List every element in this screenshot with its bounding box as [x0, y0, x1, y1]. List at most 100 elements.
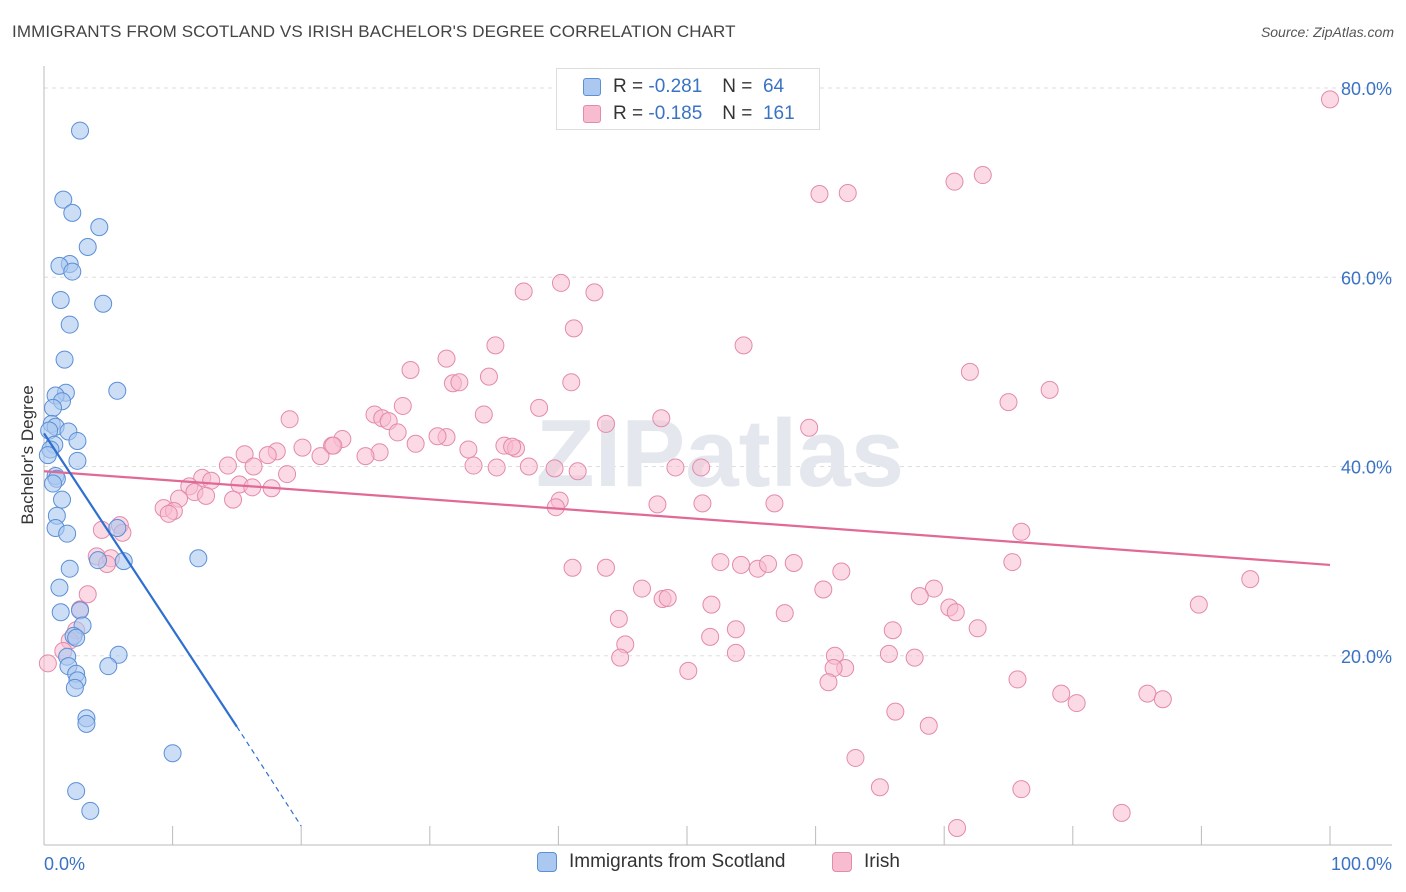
n-value: 161	[762, 103, 795, 124]
irish-point	[775, 604, 794, 623]
irish-point	[202, 471, 221, 490]
scotland-point	[65, 678, 84, 697]
n-label: N =	[722, 103, 753, 124]
irish-point	[244, 457, 263, 476]
y-tick-label: 40.0%	[1341, 458, 1392, 478]
scotland-point	[90, 218, 109, 237]
irish-point	[609, 609, 628, 628]
irish-point	[503, 437, 522, 456]
irish-point	[701, 627, 720, 646]
irish-point	[564, 319, 583, 338]
irish-point	[946, 603, 965, 622]
irish-point	[1067, 694, 1086, 713]
irish-point	[159, 504, 178, 523]
legend-swatch-pink	[583, 105, 601, 123]
irish-point	[814, 580, 833, 599]
irish-point	[38, 654, 57, 673]
irish-point	[324, 436, 343, 455]
grid-lines	[44, 87, 1392, 657]
source-label: Source: ZipAtlas.com	[1260, 24, 1394, 40]
irish-point	[1112, 803, 1131, 822]
irish-point	[648, 495, 667, 514]
irish-point	[968, 619, 987, 638]
irish-point	[1138, 684, 1157, 703]
irish-point	[311, 447, 330, 466]
irish-point	[879, 644, 898, 663]
scotland-point	[71, 601, 90, 620]
irish-point	[1012, 522, 1031, 541]
scotland-point	[67, 628, 86, 647]
irish-point	[846, 748, 865, 767]
legend-item-irish[interactable]: Irish	[832, 851, 900, 873]
tick-labels: 20.0% 40.0% 60.0% 80.0% 0.0% 100.0%	[44, 79, 1392, 874]
irish-point	[883, 621, 902, 640]
irish-point	[406, 434, 425, 453]
scotland-point	[63, 203, 82, 222]
irish-point	[973, 166, 992, 185]
irish-point	[459, 440, 478, 459]
irish-point	[474, 405, 493, 424]
x-tick-label: 0.0%	[44, 854, 85, 874]
irish-point	[197, 486, 216, 505]
irish-point	[218, 456, 237, 475]
irish-point	[78, 585, 97, 604]
scotland-point	[51, 603, 70, 622]
irish-point	[948, 818, 967, 837]
legend-swatch-blue	[583, 78, 601, 96]
irish-point	[652, 409, 671, 428]
irish-point	[679, 661, 698, 680]
scotland-point	[60, 559, 79, 578]
irish-point	[450, 373, 469, 392]
irish-point	[224, 490, 243, 509]
irish-point	[393, 396, 412, 415]
y-tick-label: 20.0%	[1341, 647, 1392, 667]
irish-point	[464, 456, 483, 475]
irish-point	[838, 184, 857, 203]
scotland-trend-line	[43, 432, 238, 728]
irish-point	[999, 393, 1018, 412]
irish-point	[563, 558, 582, 577]
scotland-point	[55, 350, 74, 369]
irish-point	[960, 362, 979, 381]
scotland-point	[54, 190, 73, 209]
irish-point	[732, 555, 751, 574]
irish-point	[765, 494, 784, 513]
legend-row-scotland: R = -0.281 N = 64	[583, 75, 784, 99]
legend-item-scotland[interactable]: Immigrants from Scotland	[537, 851, 785, 873]
y-tick-label: 60.0%	[1341, 268, 1392, 288]
irish-point	[810, 184, 829, 203]
scotland-point	[58, 524, 77, 543]
y-tick-label: 80.0%	[1341, 79, 1392, 99]
irish-point	[1241, 570, 1260, 589]
irish-point	[711, 553, 730, 572]
irish-point	[596, 558, 615, 577]
irish-point	[1153, 690, 1172, 709]
irish-point	[514, 282, 533, 301]
scotland-point	[99, 657, 118, 676]
irish-point	[1003, 553, 1022, 572]
irish-point	[870, 778, 889, 797]
legend-row-irish: R = -0.185 N = 161	[583, 102, 795, 126]
scotland-point	[50, 578, 69, 597]
n-label: N =	[722, 76, 753, 97]
irish-point	[658, 589, 677, 608]
irish-point	[800, 418, 819, 437]
trend-lines	[43, 432, 1331, 827]
scotland-point	[77, 714, 96, 733]
legend-swatch-blue	[537, 852, 557, 872]
irish-point	[726, 643, 745, 662]
irish-point	[585, 283, 604, 302]
series-legend: Immigrants from Scotland Irish	[0, 851, 1406, 877]
r-label: R =	[613, 76, 644, 97]
scotland-point	[44, 398, 63, 417]
scotland-point	[63, 262, 82, 281]
irish-point	[726, 620, 745, 639]
scotland-point	[109, 645, 128, 664]
scotland-point	[68, 431, 87, 450]
scotland-point	[53, 490, 72, 509]
scotland-point	[108, 381, 127, 400]
scotland-point	[44, 474, 63, 493]
watermark: ZIPatlas	[536, 400, 904, 507]
irish-point	[568, 462, 587, 481]
